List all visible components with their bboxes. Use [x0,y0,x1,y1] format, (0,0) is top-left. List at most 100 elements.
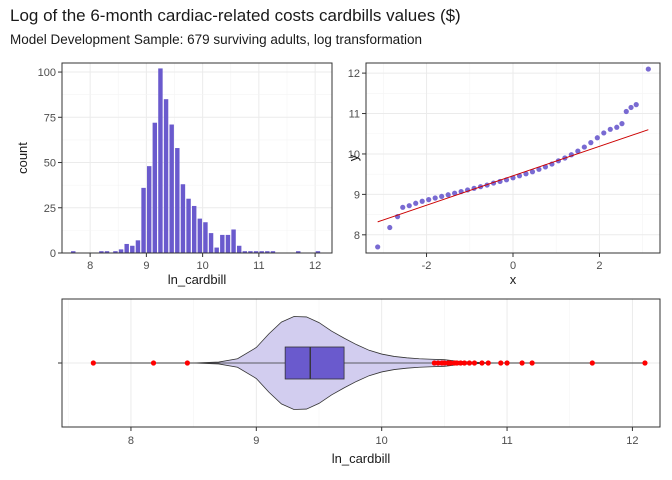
histogram-x-tick-label: 12 [309,260,321,272]
qq-point [406,203,412,209]
qq-point [623,108,629,115]
histogram-bar [242,251,248,253]
histogram-bar [175,148,180,253]
histogram-bar [197,218,203,253]
histogram-bar [296,251,301,253]
qq-point [633,102,639,108]
qq-x-axis-title: x [510,272,517,287]
chart-title: Log of the 6-month cardiac-related costs… [10,6,461,25]
histogram-y-tick-label: 75 [44,112,56,124]
box-outlier-point [589,360,595,366]
qq-point [400,204,406,210]
qq-point [413,200,419,206]
histogram-bar [135,240,141,253]
box-outlier-point [150,360,157,366]
box-outlier-point [642,360,648,366]
histogram-bar [208,233,214,253]
chart-subtitle: Model Development Sample: 679 surviving … [10,32,422,47]
box-outlier-point [435,360,441,366]
violin-x-axis-title: ln_cardbill [332,451,391,466]
box-outlier-point [461,360,468,366]
violin-x-tick-label: 8 [128,435,134,447]
histogram-x-tick-label: 10 [197,260,209,272]
qq-point [645,66,651,72]
histogram-bar [141,187,146,253]
histogram-bar [163,99,169,253]
histogram-bar [152,122,158,253]
histogram-bar [191,205,197,253]
qq-point [432,195,438,201]
qq-point [614,124,620,130]
histogram-bar [315,251,321,253]
qq-point [588,140,594,146]
qq-y-axis-title: y [346,154,361,161]
qq-point [445,192,451,198]
qq-x-tick-label: -2 [422,260,432,272]
box-outlier-point [441,360,447,366]
qq-y-tick-label: 12 [348,68,360,80]
histogram-border [61,62,333,254]
histogram-bar [231,229,236,253]
qq-y-tick-label: 9 [354,189,360,201]
violin-x-tick-label: 11 [501,435,512,447]
box-outlier-point [471,360,478,366]
histogram-bar [113,251,118,253]
box-outlier-point [90,360,96,366]
histogram-bar [158,68,163,253]
box-outlier-point [519,360,525,366]
qq-point [439,193,445,200]
qq-y-tick-label: 8 [354,230,360,242]
qq-y-tick-label: 10 [348,149,360,161]
violin-x-tick-label: 9 [253,435,259,447]
violin-x-tick-label: 10 [376,435,388,447]
qq-point [594,135,600,141]
histogram-bar [124,243,129,253]
histogram-bar [259,251,264,253]
qq-point [581,144,587,150]
qq-reference-line [377,129,649,223]
histogram-bar [146,166,152,253]
histogram-bar [270,251,276,253]
histogram-y-tick-label: 25 [44,203,56,215]
histogram-x-tick-label: 9 [143,260,149,272]
histogram-bar [99,251,104,253]
histogram-bar [248,251,253,253]
histogram-y-tick-label: 100 [38,67,56,79]
qq-point [607,126,613,132]
qq-y-tick-label: 11 [349,109,360,121]
histogram-bar [236,245,242,253]
qq-point [529,169,536,175]
box-outlier-point [448,360,454,366]
qq-point [523,171,529,177]
histogram-bar [220,234,225,253]
box-outlier-point [184,360,190,366]
qq-point [375,244,381,250]
qq-point [387,224,393,231]
histogram-bar [169,124,174,254]
qq-point [619,121,625,127]
box-outlier-point [431,360,437,366]
violin-x-tick-label: 12 [626,435,638,447]
histogram-x-axis-title: ln_cardbill [168,272,227,287]
box-outlier-point [466,360,473,366]
qq-point [426,197,432,203]
qq-x-tick-label: 2 [596,260,602,272]
histogram-panel [61,62,333,254]
qq-point [628,104,634,111]
qq-point [601,130,607,136]
box-outlier-point [504,360,510,366]
histogram-bar [180,184,186,253]
histogram-x-tick-label: 11 [253,260,264,272]
qq-point [536,166,542,172]
histogram-bar [203,222,208,253]
histogram-bar [118,249,124,253]
qq-point [452,190,458,196]
box-outlier-point [498,360,504,366]
histogram-bar [225,234,231,253]
box-outlier-point [479,360,485,366]
histogram-bar [186,198,191,253]
qq-point [419,198,425,204]
box-outlier-point [454,360,460,366]
box-outlier-point [529,360,535,366]
